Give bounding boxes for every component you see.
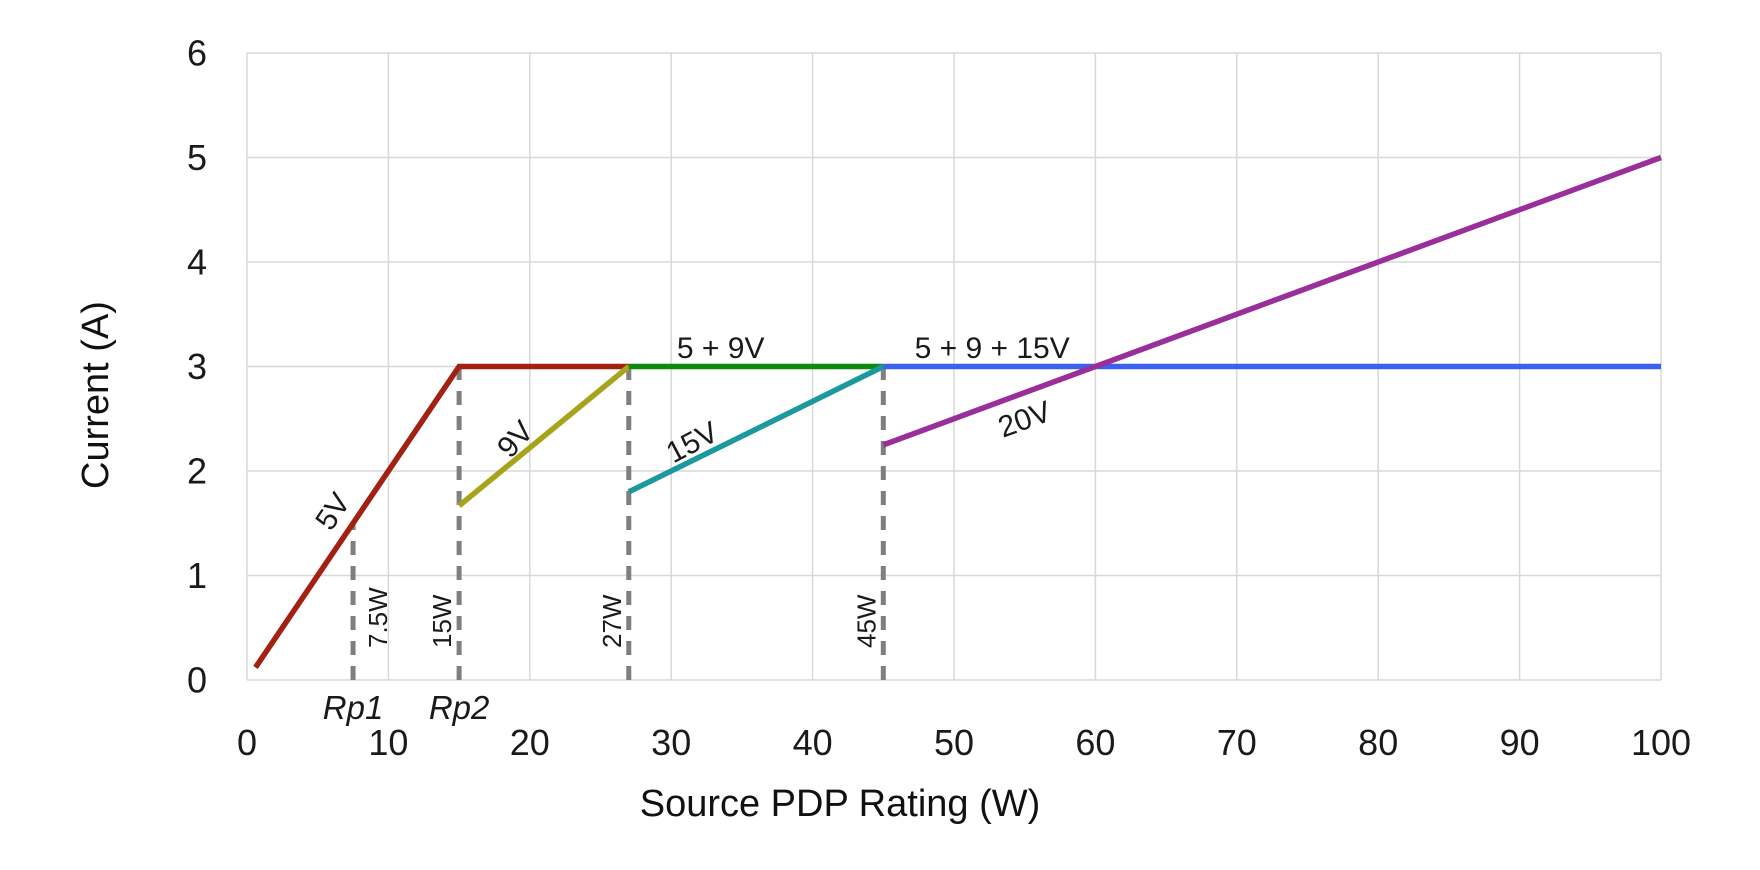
x-tick-label: 70 <box>1217 722 1257 763</box>
power-threshold-label: 45W <box>851 594 881 648</box>
y-tick-label: 2 <box>187 451 207 492</box>
x-axis-title: Source PDP Rating (W) <box>640 783 1041 825</box>
y-tick-label: 4 <box>187 242 207 283</box>
y-tick-label: 1 <box>187 555 207 596</box>
series-line-5v <box>253 363 629 670</box>
series-line-15v <box>627 364 885 495</box>
power-threshold-label: 15W <box>427 594 457 648</box>
rp-label: Rp2 <box>429 689 490 726</box>
y-tick-label: 5 <box>187 137 207 178</box>
power-threshold-label: 27W <box>597 594 627 648</box>
x-tick-label: 10 <box>368 722 408 763</box>
series-label-9v: 9V <box>491 415 540 464</box>
x-tick-label: 20 <box>510 722 550 763</box>
y-tick-label: 3 <box>187 346 207 387</box>
rp-label: Rp1 <box>323 689 384 726</box>
x-tick-label: 90 <box>1500 722 1540 763</box>
x-tick-label: 30 <box>651 722 691 763</box>
x-tick-label: 50 <box>934 722 974 763</box>
x-tick-label: 60 <box>1075 722 1115 763</box>
power-threshold-markers: 7.5W Rp1 15W Rp2 27W 45W <box>323 366 886 726</box>
power-threshold-label: 7.5W <box>363 587 393 648</box>
x-tick-label: 80 <box>1358 722 1398 763</box>
axis-tick-labels: 0 10 20 30 40 50 60 70 80 90 100 0 1 2 3 4 5 6 <box>187 33 1691 764</box>
y-axis-title: Current (A) <box>75 301 117 489</box>
series-label-59v: 5 + 9V <box>677 332 765 365</box>
y-tick-label: 0 <box>187 660 207 701</box>
series-lines <box>253 154 1662 670</box>
series-label-5915v: 5 + 9 + 15V <box>915 332 1070 365</box>
series-line-20v <box>882 154 1662 448</box>
x-tick-label: 100 <box>1631 722 1691 763</box>
y-tick-label: 6 <box>187 33 207 74</box>
x-tick-label: 40 <box>793 722 833 763</box>
x-tick-label: 0 <box>237 722 257 763</box>
series-line-9v <box>457 364 631 508</box>
